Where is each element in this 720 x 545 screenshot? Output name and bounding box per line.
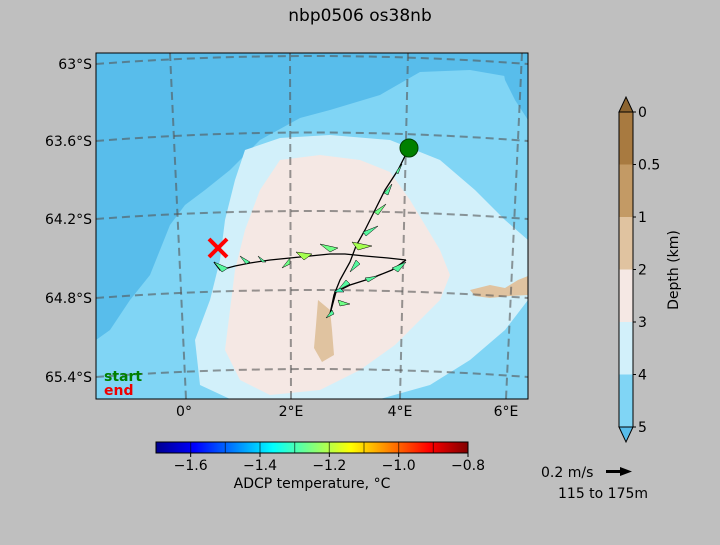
lon-tick-label: 6°E [494, 404, 519, 420]
lon-axis: 0° 2°E 4°E 6°E [176, 404, 518, 420]
temperature-tick-label: −1.6 [174, 458, 208, 474]
depth-tick-label: 4 [638, 368, 647, 384]
legend-end: end [104, 383, 133, 399]
depth-tick-label: 0 [638, 105, 647, 121]
lat-tick-label: 63°S [58, 57, 92, 73]
depth-tick-label: 0.5 [638, 158, 660, 174]
map-frame [95, 52, 529, 400]
depth-tick-label: 2 [638, 263, 647, 279]
velocity-scale-label: 0.2 m/s [541, 465, 593, 481]
depth-tick-label: 5 [638, 420, 647, 436]
lat-axis: 63°S 63.6°S 64.2°S 64.8°S 65.4°S [45, 57, 92, 386]
temperature-tick-label: −0.8 [451, 458, 485, 474]
temperature-colorbar: −1.6 −1.4 −1.2 −1.0 −0.8 ADCP temperature, °… [155, 441, 485, 492]
lon-tick-label: 2°E [279, 404, 304, 420]
end-marker [207, 237, 229, 259]
deep-water-region [96, 53, 528, 340]
depth-colorbar-segment [619, 269, 633, 322]
depth-tick-label: 1 [638, 210, 647, 226]
chart-title: nbp0506 os38nb [288, 6, 431, 26]
depth-colorbar-segment [619, 164, 633, 217]
lat-tick-label: 65.4°S [45, 370, 92, 386]
depth-colorbar-label: Depth (km) [666, 230, 682, 310]
velocity-scale: 0.2 m/s 115 to 175m [541, 465, 648, 502]
depth-colorbar-segment [619, 112, 633, 165]
temperature-tick-label: −1.0 [382, 458, 416, 474]
depth-colorbar-segment [619, 374, 633, 427]
graticule [96, 53, 528, 399]
depth-colorbar-segment [619, 322, 633, 375]
plateau-region [225, 155, 450, 395]
shallow-bank-east [470, 276, 528, 298]
map-panel: 63°S 63.6°S 64.2°S 64.8°S 65.4°S 0° 2°E … [45, 52, 529, 420]
depth-colorbar-top-extend [618, 95, 634, 113]
lon-tick-label: 4°E [388, 404, 413, 420]
start-marker [399, 138, 419, 158]
depth-colorbar-bottom-extend [618, 426, 634, 444]
velocity-scale-arrow [606, 467, 632, 476]
depth-colorbar-segment [619, 217, 633, 270]
depth-colorbar: 0 0.5 1 2 3 4 5 Depth (km) [618, 95, 682, 444]
lat-tick-label: 64.2°S [45, 212, 92, 228]
temperature-colorbar-label: ADCP temperature, °C [234, 476, 391, 492]
temperature-colorbar-fill [155, 441, 469, 454]
lat-tick-label: 64.8°S [45, 291, 92, 307]
lat-tick-label: 63.6°S [45, 134, 92, 150]
velocity-vectors [213, 163, 407, 319]
temperature-tick-label: −1.2 [312, 458, 346, 474]
depth-range-label: 115 to 175m [558, 486, 648, 502]
lon-tick-label: 0° [176, 404, 192, 420]
temperature-tick-label: −1.4 [243, 458, 277, 474]
legend-start: start [104, 369, 142, 385]
depth-tick-label: 3 [638, 315, 647, 331]
